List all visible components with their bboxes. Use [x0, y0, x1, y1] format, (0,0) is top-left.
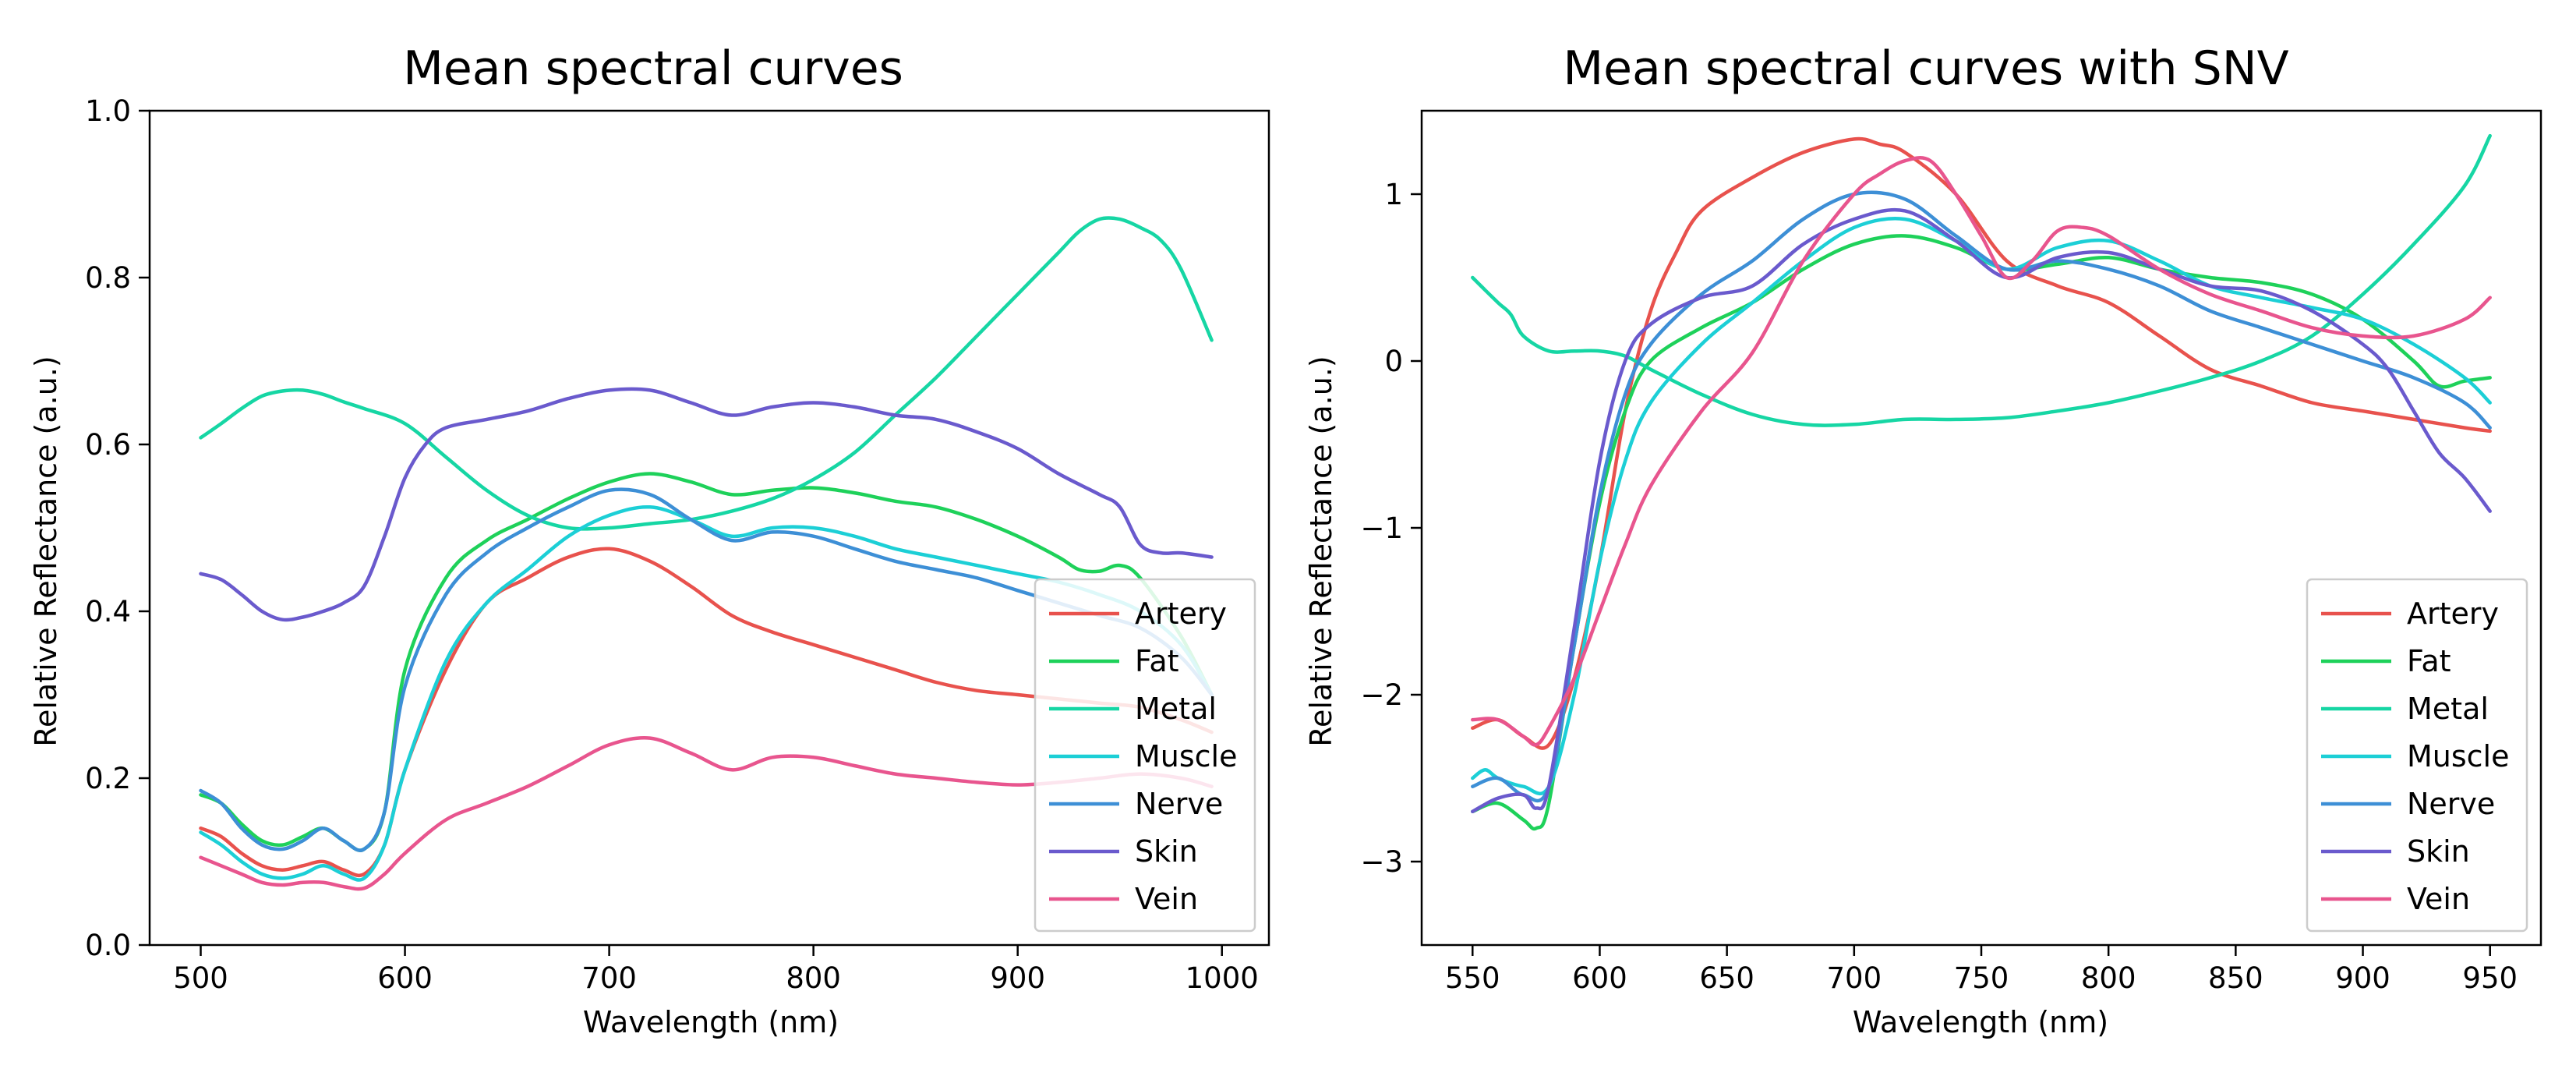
- series-line-nerve: [1471, 190, 2492, 803]
- x-tick-label: 700: [1827, 961, 1882, 995]
- legend-label: Skin: [2407, 834, 2470, 869]
- legend-label: Fat: [2407, 644, 2451, 678]
- chart-title: Mean spectral curves: [403, 41, 903, 96]
- axes-frame: [148, 109, 1270, 947]
- x-tick-label: 500: [173, 961, 228, 995]
- x-tick-label: 700: [581, 961, 637, 995]
- legend: Artery Fat Metal Muscle Nerve Skin Vein: [2306, 578, 2528, 933]
- plot-area: [1471, 133, 2492, 831]
- x-tick-label: 850: [2208, 961, 2263, 995]
- y-tick-label: 0.0: [85, 929, 131, 962]
- legend-label: Vein: [2407, 882, 2470, 916]
- y-tick-label: 0: [1384, 345, 1403, 378]
- legend-label: Muscle: [2407, 739, 2510, 773]
- y-tick-label: 1.0: [85, 94, 131, 128]
- legend-label: Metal: [2407, 692, 2489, 726]
- legend-frame: [1034, 578, 1256, 933]
- x-axis-label: Wavelength (nm): [583, 1005, 839, 1039]
- legend-label: Nerve: [1135, 787, 1223, 821]
- series-line-muscle: [1471, 217, 2492, 796]
- x-tick-label: 550: [1445, 961, 1500, 995]
- series-line-vein: [1471, 156, 2492, 747]
- axis-ticks: 550 600 650 700 750 800 850 900 950 −3 −2 −1 0 1: [1360, 178, 2518, 995]
- x-tick-label: 1000: [1186, 961, 1259, 995]
- x-tick-label: 650: [1699, 961, 1754, 995]
- series-line-skin: [1471, 207, 2492, 814]
- plot-area: [199, 216, 1214, 891]
- x-tick-label: 600: [377, 961, 433, 995]
- series-line-nerve: [199, 487, 1214, 852]
- series-line-metal: [199, 216, 1214, 531]
- y-tick-label: 0.8: [85, 261, 131, 295]
- legend-label: Fat: [1135, 644, 1179, 678]
- y-tick-label: 0.4: [85, 595, 131, 628]
- series-line-skin: [199, 387, 1214, 622]
- series-line-artery: [199, 547, 1214, 878]
- legend-label: Skin: [1135, 834, 1198, 869]
- series-line-metal: [1471, 133, 2492, 427]
- chart-title: Mean spectral curves with SNV: [1563, 41, 2288, 96]
- y-tick-label: −3: [1360, 845, 1403, 879]
- x-tick-label: 800: [786, 961, 841, 995]
- legend-label: Artery: [2407, 596, 2499, 631]
- legend: Artery Fat Metal Muscle Nerve Skin Vein: [1034, 578, 1256, 933]
- x-tick-label: 900: [2335, 961, 2390, 995]
- legend-label: Metal: [1135, 692, 1217, 726]
- series-line-vein: [199, 735, 1214, 891]
- legend-label: Nerve: [2407, 787, 2495, 821]
- y-tick-label: −2: [1360, 678, 1403, 712]
- y-tick-label: 1: [1384, 178, 1403, 211]
- legend-label: Muscle: [1135, 739, 1238, 773]
- y-tick-label: −1: [1360, 511, 1403, 545]
- x-tick-label: 750: [1954, 961, 2009, 995]
- legend-label: Vein: [1135, 882, 1198, 916]
- y-axis-label: Relative Reflectance (a.u.): [1304, 356, 1338, 746]
- x-tick-label: 900: [990, 961, 1045, 995]
- y-tick-label: 0.2: [85, 762, 131, 795]
- x-tick-label: 950: [2462, 961, 2518, 995]
- legend-label: Artery: [1135, 596, 1227, 631]
- axis-ticks: 500 600 700 800 900 1000 0.0 0.2 0.4 0.6 0.8 1.0: [85, 94, 1259, 995]
- x-tick-label: 600: [1572, 961, 1627, 995]
- y-axis-label: Relative Reflectance (a.u.): [29, 356, 63, 746]
- series-line-muscle: [199, 504, 1214, 882]
- chart-mean-spectral-curves: Mean spectral curves Wavelength (nm) Rel…: [29, 41, 1270, 1039]
- y-tick-label: 0.6: [85, 428, 131, 462]
- chart-mean-spectral-curves-with-snv: Mean spectral curves with SNV Wavelength…: [1304, 41, 2542, 1039]
- x-tick-label: 800: [2081, 961, 2136, 995]
- axes-frame: [1420, 109, 2542, 947]
- legend-frame: [2306, 578, 2528, 933]
- x-axis-label: Wavelength (nm): [1853, 1005, 2108, 1039]
